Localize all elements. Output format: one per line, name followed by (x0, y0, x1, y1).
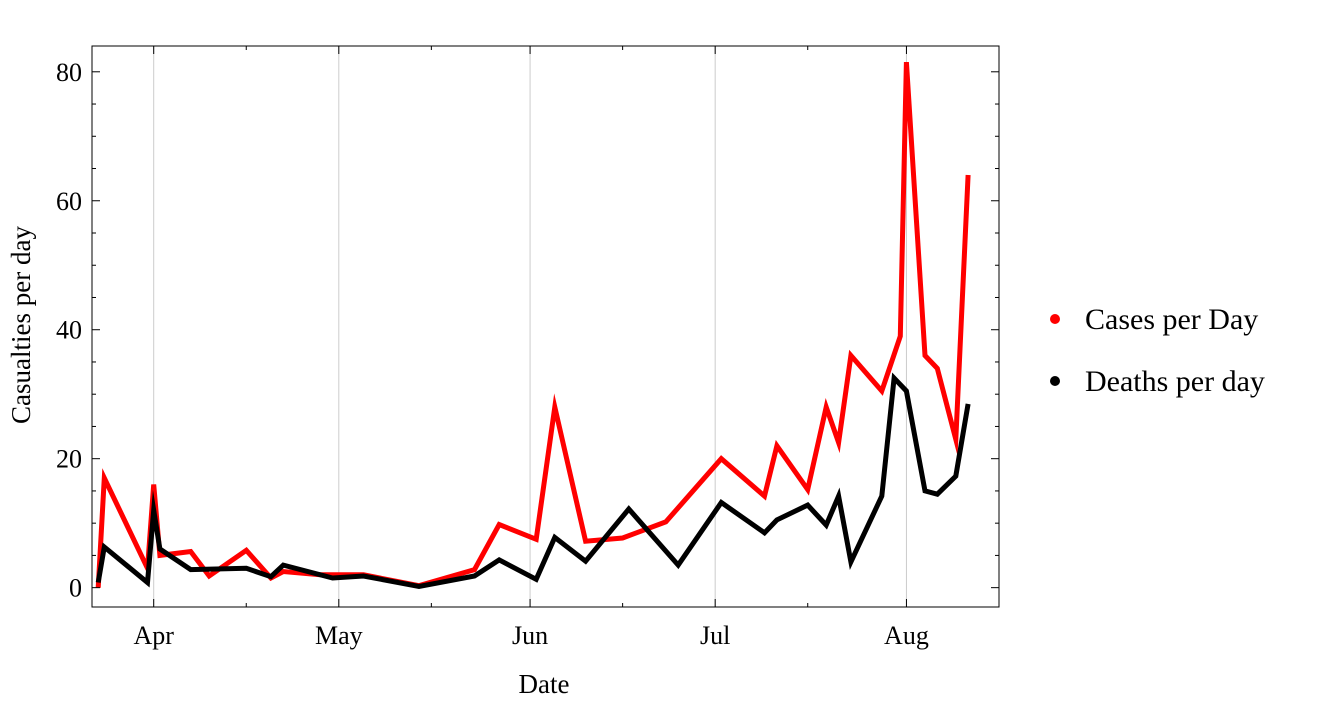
x-axis-title: Date (519, 669, 570, 699)
legend-marker-deaths (1050, 376, 1060, 386)
x-tick-label-jun: Jun (512, 621, 548, 650)
y-tick-label: 60 (56, 187, 82, 216)
x-tick-label-apr: Apr (133, 621, 174, 650)
legend-label-cases: Cases per Day (1085, 303, 1258, 336)
y-tick-label: 20 (56, 445, 82, 474)
series-lines (95, 61, 971, 589)
x-tick-labels: Apr May Jun Jul Aug (133, 621, 928, 650)
plot-frame (91, 45, 1000, 608)
y-tick-label: 0 (69, 574, 82, 603)
legend-marker-cases (1050, 314, 1060, 324)
y-axis-title: Casualties per day (6, 226, 36, 424)
y-tick-label: 40 (56, 316, 82, 345)
x-tick-label-jul: Jul (700, 621, 730, 650)
series-line-cases (95, 61, 971, 589)
plot-border (91, 45, 1000, 608)
axis-ticks (92, 46, 999, 607)
series-line-deaths (95, 372, 971, 589)
x-tick-label-aug: Aug (884, 621, 929, 650)
y-tick-labels: 0 20 40 60 80 (56, 58, 82, 603)
x-tick-label-may: May (315, 621, 363, 650)
legend: Cases per Day Deaths per day (1050, 303, 1265, 398)
y-tick-label: 80 (56, 58, 82, 87)
vertical-gridlines (153, 46, 907, 607)
legend-label-deaths: Deaths per day (1085, 365, 1265, 398)
